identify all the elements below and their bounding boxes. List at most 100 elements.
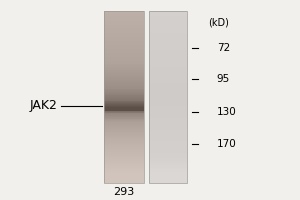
Bar <box>104 56 144 58</box>
Bar <box>148 138 187 139</box>
Bar <box>148 157 187 158</box>
Bar <box>148 96 187 97</box>
Bar <box>104 182 144 183</box>
Bar <box>104 97 144 98</box>
Bar <box>104 43 144 44</box>
Bar <box>148 142 187 143</box>
Bar <box>148 12 187 13</box>
Bar <box>148 100 187 101</box>
Bar <box>104 70 144 71</box>
Bar <box>148 68 187 69</box>
Bar <box>148 28 187 29</box>
Bar <box>148 140 187 141</box>
Bar <box>148 149 187 150</box>
Bar <box>104 138 144 139</box>
Bar <box>148 59 187 60</box>
Bar <box>104 105 144 106</box>
Bar <box>104 19 144 21</box>
Bar <box>104 36 144 37</box>
Bar <box>148 168 187 169</box>
Bar <box>148 120 187 121</box>
Bar <box>148 18 187 19</box>
Bar <box>104 103 144 104</box>
Bar <box>148 54 187 55</box>
Bar <box>104 100 144 101</box>
Bar <box>104 107 144 108</box>
Bar <box>148 62 187 64</box>
Bar <box>148 180 187 181</box>
Bar <box>104 109 144 110</box>
Bar <box>148 143 187 144</box>
Bar <box>148 128 187 129</box>
Bar <box>104 161 144 163</box>
Bar <box>148 145 187 146</box>
Bar <box>104 74 144 75</box>
Bar <box>104 132 144 133</box>
Bar <box>148 156 187 157</box>
Bar <box>104 112 144 113</box>
Bar <box>148 25 187 27</box>
Bar <box>104 72 144 73</box>
Bar <box>148 119 187 120</box>
Bar <box>148 155 187 156</box>
Bar <box>104 137 144 138</box>
Bar <box>148 177 187 178</box>
Bar <box>104 101 144 102</box>
Bar <box>148 166 187 167</box>
Bar <box>148 173 187 174</box>
Bar <box>148 69 187 70</box>
Bar <box>104 177 144 178</box>
Text: 170: 170 <box>217 139 237 149</box>
Bar <box>148 86 187 87</box>
Bar <box>148 33 187 34</box>
Bar <box>104 135 144 136</box>
Bar <box>104 42 144 43</box>
Bar <box>148 78 187 79</box>
Bar <box>148 162 187 163</box>
Bar <box>148 114 187 115</box>
Bar <box>148 44 187 45</box>
Bar <box>104 130 144 131</box>
Bar <box>148 176 187 177</box>
Bar <box>148 87 187 89</box>
Bar <box>148 39 187 40</box>
Bar <box>104 55 144 56</box>
Bar <box>104 41 144 42</box>
Bar <box>104 137 144 138</box>
Bar <box>148 14 187 15</box>
Bar <box>148 75 187 76</box>
Bar <box>104 79 144 80</box>
Bar <box>148 34 187 35</box>
Bar <box>104 124 144 126</box>
Bar <box>148 165 187 166</box>
Bar <box>104 116 144 117</box>
Bar <box>148 131 187 132</box>
Bar <box>148 17 187 18</box>
Bar <box>148 115 187 116</box>
Bar <box>104 34 144 35</box>
Bar <box>148 84 187 85</box>
Bar <box>148 117 187 118</box>
Bar <box>148 104 187 105</box>
Bar <box>104 174 144 175</box>
Bar <box>148 106 187 107</box>
Bar <box>104 178 144 179</box>
Bar <box>148 163 187 164</box>
Bar <box>104 102 144 103</box>
Bar <box>148 48 187 49</box>
Bar <box>104 166 144 167</box>
Bar <box>148 97 187 98</box>
Bar <box>148 50 187 51</box>
Bar <box>104 147 144 148</box>
Bar <box>148 95 187 96</box>
Bar <box>148 161 187 162</box>
Bar <box>104 100 144 101</box>
Bar <box>148 94 187 95</box>
Bar <box>148 92 187 93</box>
Bar <box>104 156 144 157</box>
Bar <box>104 169 144 170</box>
Bar <box>104 175 144 176</box>
Bar <box>148 31 187 32</box>
Bar <box>148 30 187 31</box>
Bar <box>148 155 187 156</box>
